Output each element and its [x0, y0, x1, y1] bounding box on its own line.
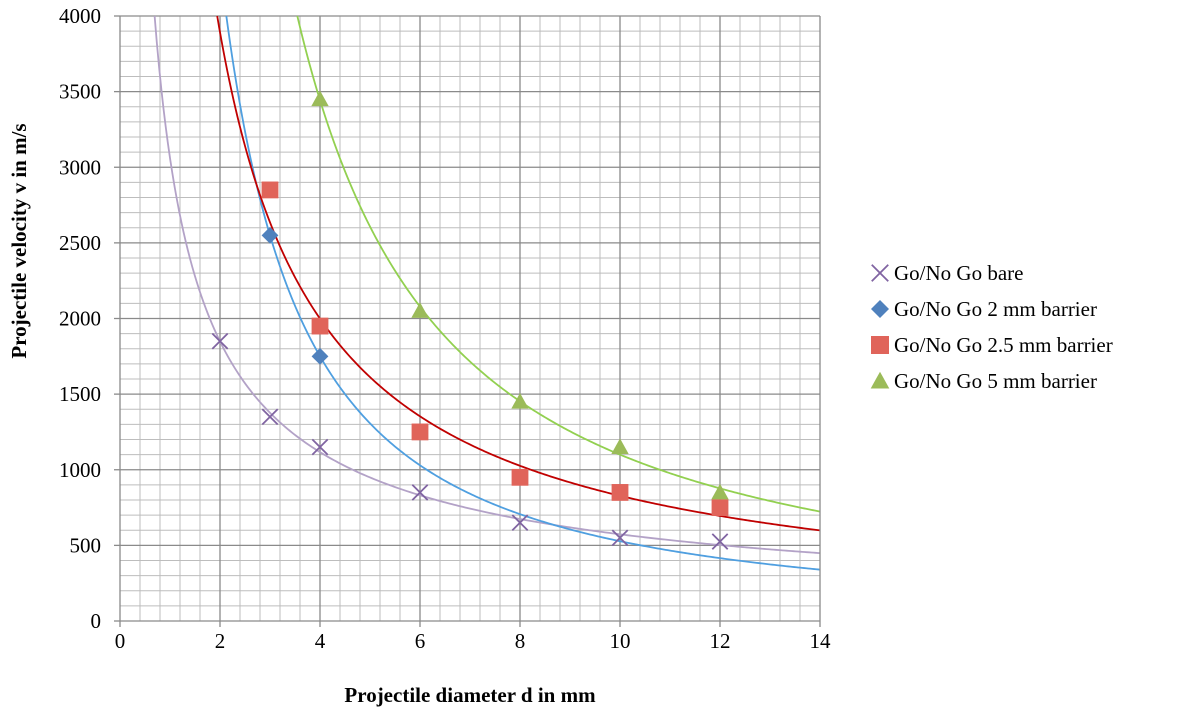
trendline: [296, 15, 821, 513]
data-point: [261, 226, 279, 244]
legend-label: Go/No Go 5 mm barrier: [894, 368, 1097, 393]
x-tick-label: 12: [710, 629, 731, 653]
data-point: [711, 533, 729, 550]
legend-marker-shape: [871, 300, 889, 318]
legend-marker-icon: [871, 300, 889, 318]
legend-marker-icon: [871, 264, 889, 282]
data-point: [611, 484, 629, 501]
axes: [114, 15, 821, 627]
data-point: [711, 499, 729, 516]
y-tick-label: 2000: [59, 307, 101, 331]
data-point: [211, 332, 229, 350]
legend-marker-shape: [871, 264, 889, 282]
legend-marker-icon: [871, 336, 889, 354]
data-point: [411, 423, 429, 441]
y-tick-labels: 0 500 1000 1500 2000 2500 3000 3500 4000: [59, 4, 101, 633]
data-point: [311, 317, 329, 335]
x-tick-label: 14: [810, 629, 832, 653]
data-point: [511, 468, 529, 486]
data-points: [211, 90, 729, 550]
x-tick-label: 2: [215, 629, 226, 653]
x-tick-label: 10: [610, 629, 631, 653]
y-tick-label: 4000: [59, 4, 101, 28]
legend-item: Go/No Go 2.5 mm barrier: [870, 327, 1113, 363]
data-point: [261, 181, 279, 199]
legend-label: Go/No Go 2 mm barrier: [894, 296, 1097, 321]
y-tick-label: 1000: [59, 458, 101, 482]
data-point: [411, 484, 429, 501]
x-tick-label: 0: [115, 629, 126, 653]
data-point: [511, 393, 529, 409]
x-tick-label: 8: [515, 629, 526, 653]
legend-marker-shape: [870, 371, 890, 389]
trendline: [153, 15, 821, 555]
data-point: [611, 529, 629, 547]
data-point: [711, 483, 729, 500]
y-axis-title: Projectile velocity v in m/s: [7, 123, 31, 358]
legend-item: Go/No Go 5 mm barrier: [870, 363, 1113, 399]
legend-marker-icon: [870, 371, 890, 389]
y-tick-label: 3500: [59, 80, 101, 104]
trendline: [225, 15, 821, 571]
data-point: [511, 514, 529, 532]
x-tick-label: 4: [315, 629, 326, 653]
legend-label: Go/No Go 2.5 mm barrier: [894, 332, 1113, 357]
y-tick-label: 1500: [59, 382, 101, 406]
y-tick-label: 500: [70, 533, 102, 557]
y-tick-label: 2500: [59, 231, 101, 255]
legend-marker-shape: [871, 336, 889, 354]
data-point: [311, 90, 329, 107]
data-point: [611, 438, 629, 455]
legend-item: Go/No Go 2 mm barrier: [870, 291, 1113, 327]
data-point: [311, 438, 329, 456]
y-tick-label: 0: [91, 609, 102, 633]
data-point: [261, 408, 279, 426]
data-point: [411, 302, 429, 318]
y-tick-label: 3000: [59, 155, 101, 179]
x-axis-title: Projectile diameter d in mm: [344, 683, 596, 707]
x-tick-labels: 0 2 4 6 8 10 12 14: [115, 629, 831, 653]
legend-item: Go/No Go bare: [870, 255, 1113, 291]
grid-major: [120, 15, 820, 621]
x-tick-label: 6: [415, 629, 426, 653]
legend: Go/No Go bare Go/No Go 2 mm barrier Go/No …: [870, 255, 1113, 399]
legend-label: Go/No Go bare: [894, 260, 1024, 285]
data-point: [311, 347, 329, 365]
